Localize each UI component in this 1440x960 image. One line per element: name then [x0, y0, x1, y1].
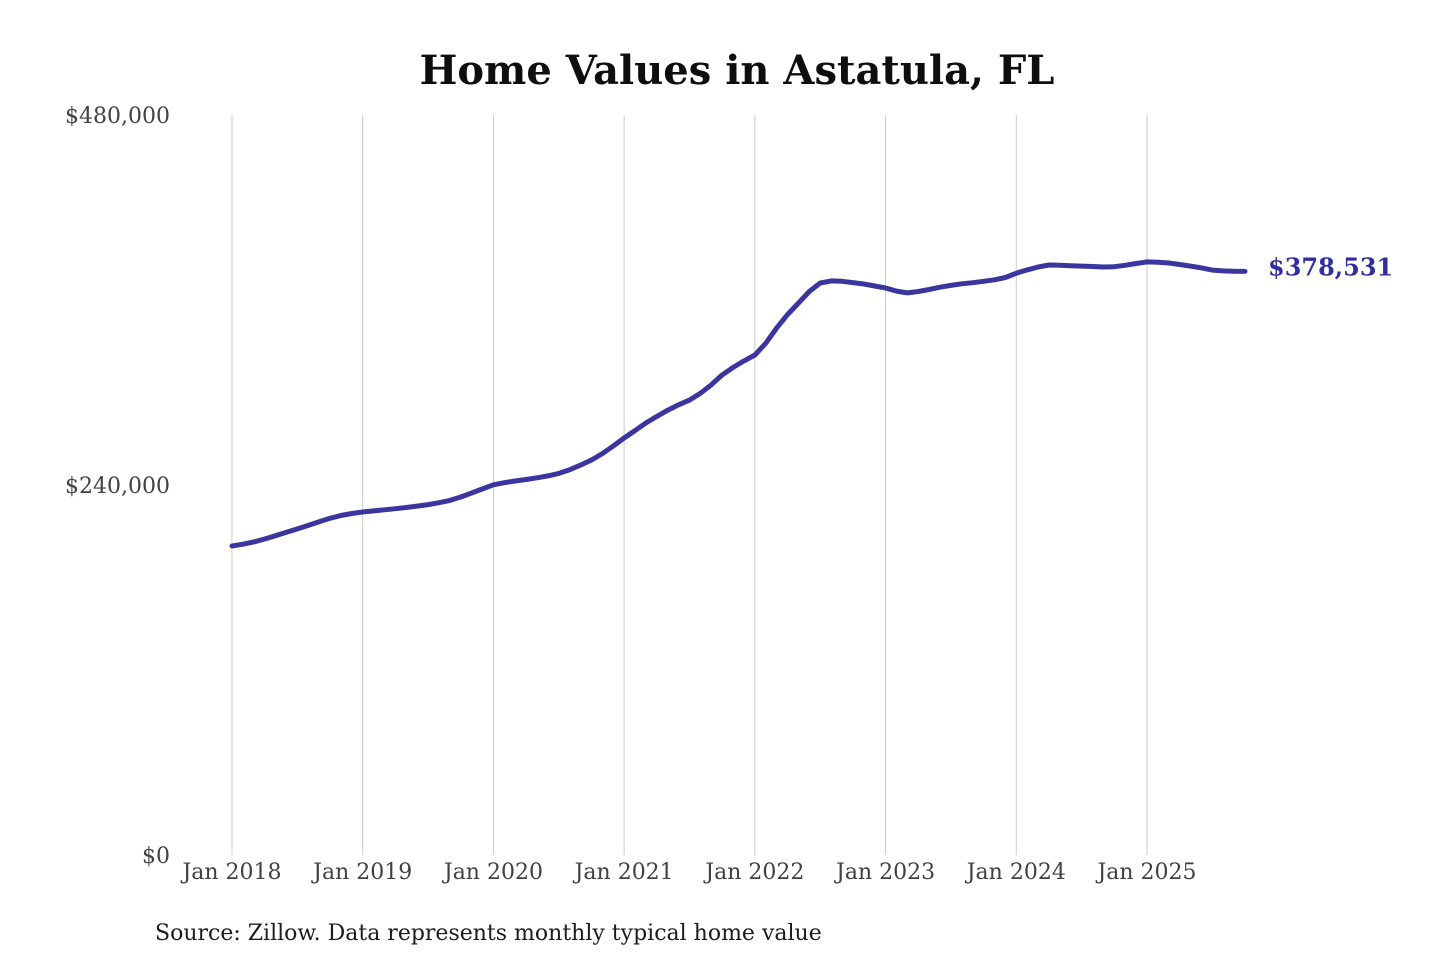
x-tick-label: Jan 2024 — [965, 860, 1066, 885]
x-tick-label: Jan 2021 — [573, 860, 674, 885]
y-axis-labels: $480,000 $240,000 $0 — [65, 104, 170, 869]
end-value-label: $378,531 — [1268, 252, 1393, 281]
y-tick-label: $480,000 — [65, 104, 170, 129]
home-value-line — [229, 259, 1248, 549]
y-tick-label: $240,000 — [65, 474, 170, 499]
source-note: Source: Zillow. Data represents monthly … — [155, 921, 822, 946]
y-tick-label: $0 — [142, 844, 170, 869]
x-tick-label: Jan 2019 — [311, 860, 412, 885]
x-tick-label: Jan 2022 — [703, 860, 804, 885]
x-axis-labels: Jan 2018 Jan 2019 Jan 2020 Jan 2021 Jan 2022… — [180, 860, 1196, 885]
x-tick-label: Jan 2025 — [1095, 860, 1196, 885]
x-tick-label: Jan 2020 — [442, 860, 543, 885]
x-tick-label: Jan 2023 — [834, 860, 935, 885]
x-tick-label: Jan 2018 — [180, 860, 281, 885]
gridlines — [231, 115, 1148, 855]
chart-title: Home Values in Astatula, FL — [420, 47, 1055, 94]
